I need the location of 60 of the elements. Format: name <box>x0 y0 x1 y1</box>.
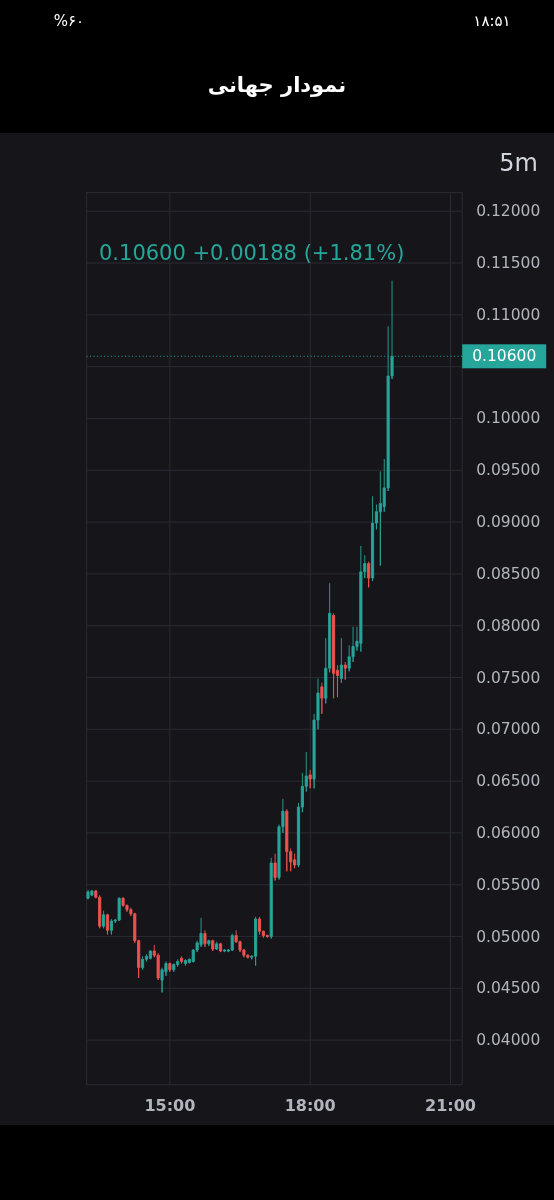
candlestick <box>168 961 172 973</box>
candlestick <box>257 916 262 935</box>
text: ۱۸:۵۱ <box>473 12 511 30</box>
candlestick <box>105 913 110 935</box>
candlestick <box>86 889 90 900</box>
candlestick <box>218 942 223 953</box>
x-tick-label: 18:00 <box>284 1095 336 1115</box>
candlestick <box>117 896 121 922</box>
candlestick <box>367 561 371 588</box>
candlestick <box>343 661 347 681</box>
candlestick <box>98 894 102 929</box>
candlestick <box>285 808 289 872</box>
candlestick <box>222 948 226 953</box>
candlestick <box>332 612 336 699</box>
x-tick-label: 15:00 <box>144 1095 196 1115</box>
chart-title: نمودار جهانی <box>207 73 347 97</box>
y-tick-label: 0.09000 <box>476 513 541 532</box>
candlestick <box>359 545 363 653</box>
candlestick <box>183 958 187 966</box>
y-tick-label: 0.04000 <box>476 1031 541 1050</box>
candlestick <box>203 929 207 948</box>
candlestick <box>273 853 277 882</box>
y-tick-label: 0.11000 <box>476 305 541 324</box>
candlestick <box>180 955 184 964</box>
candlestick <box>141 955 145 971</box>
candlestick <box>230 932 234 952</box>
y-tick-label: 0.11500 <box>476 254 541 273</box>
candlestick <box>246 953 250 959</box>
text: 5m <box>499 149 538 177</box>
candlestick <box>269 857 273 940</box>
candlestick <box>371 495 375 582</box>
candlestick <box>90 889 94 897</box>
y-tick-label: 0.07500 <box>476 668 541 687</box>
y-tick-label: 0.08500 <box>476 564 541 583</box>
y-tick-label: 0.09500 <box>476 461 541 480</box>
candlestick <box>207 939 211 947</box>
y-tick-label: 0.12000 <box>476 202 541 221</box>
text: 0.10600 +0.00188 (+1.81%) <box>99 241 405 265</box>
y-tick-label: 0.08000 <box>476 616 541 635</box>
ref-line-label: 0.10600 <box>472 347 537 366</box>
text: %۶۰ <box>53 12 85 30</box>
y-tick-label: 0.05500 <box>476 875 541 894</box>
x-tick-label: 21:00 <box>425 1095 476 1115</box>
candlestick <box>172 963 176 973</box>
candlestick <box>102 910 106 929</box>
y-tick-label: 0.06500 <box>476 772 541 791</box>
candlestick <box>320 682 324 715</box>
y-tick-label: 0.04500 <box>476 979 541 998</box>
candlestick <box>176 958 180 968</box>
candlestick <box>339 637 343 684</box>
y-tick-label: 0.07000 <box>476 720 541 739</box>
candlestick <box>148 949 152 960</box>
y-tick-label: 0.10000 <box>476 409 541 428</box>
candlestick <box>215 941 219 951</box>
y-tick-label: 0.05000 <box>476 927 541 946</box>
candlestick <box>109 918 113 935</box>
y-tick-label: 0.06000 <box>476 823 541 842</box>
candlestick <box>254 916 258 966</box>
candlestick <box>308 769 312 789</box>
candlestick <box>211 939 215 952</box>
